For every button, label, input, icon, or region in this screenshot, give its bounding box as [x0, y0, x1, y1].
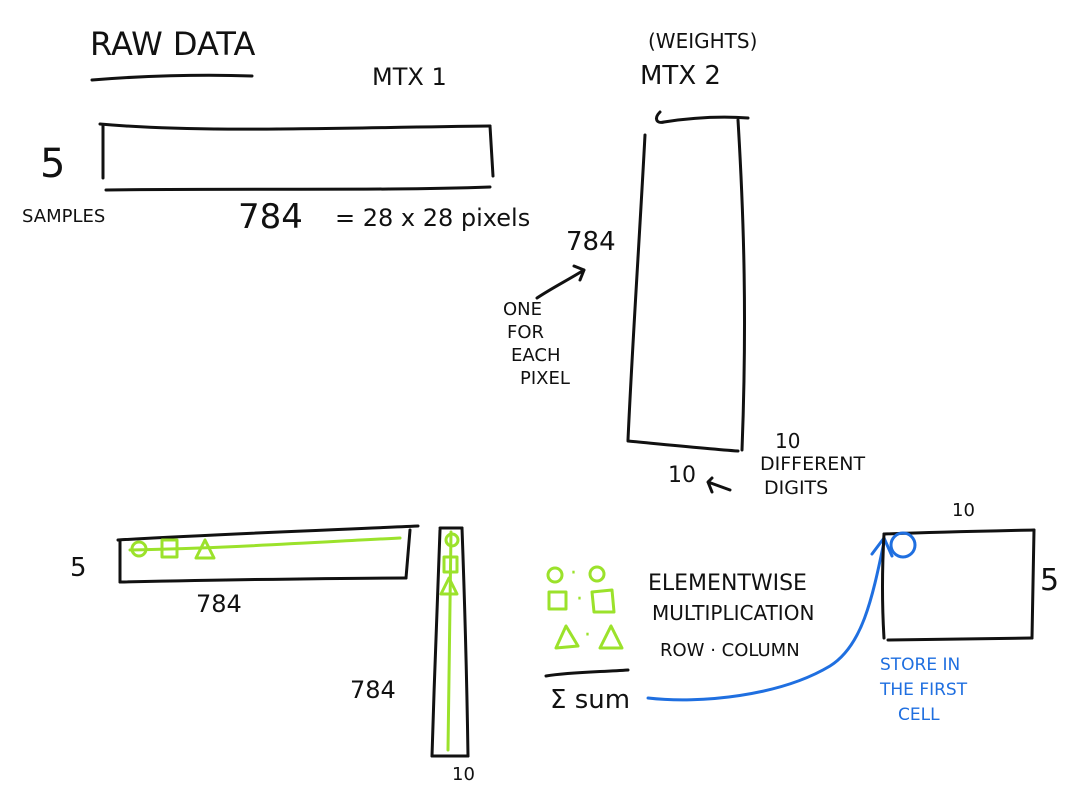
mtx2-rows-count: 784 — [566, 227, 616, 257]
svg-text:DIGITS: DIGITS — [764, 477, 828, 499]
different-digits-note: 10 DIFFERENT DIGITS — [760, 429, 866, 499]
svg-text:10: 10 — [775, 429, 800, 453]
row-scan-line — [128, 536, 402, 552]
svg-text:THE FIRST: THE FIRST — [879, 680, 968, 700]
svg-text:EACH: EACH — [511, 345, 560, 366]
elementwise-legend: · · · — [546, 561, 624, 650]
mtx1-matrix — [98, 122, 495, 192]
store-note: STORE IN THE FIRST CELL — [879, 655, 968, 725]
mtx2-label: MTX 2 — [640, 61, 721, 91]
sum-separator — [544, 668, 630, 678]
store-arrow — [646, 540, 886, 702]
svg-text:DIFFERENT: DIFFERENT — [760, 453, 866, 475]
svg-text:MULTIPLICATION: MULTIPLICATION — [652, 601, 814, 625]
svg-text:FOR: FOR — [507, 322, 544, 343]
result-cols-count: 10 — [952, 500, 975, 521]
column-scan-line — [446, 530, 453, 752]
legend-dot-2: · — [576, 587, 583, 612]
row-circle-shape — [130, 540, 148, 558]
one-for-each-pixel-note: ONE FOR EACH PIXEL — [503, 299, 570, 389]
svg-text:ROW · COLUMN: ROW · COLUMN — [660, 640, 800, 661]
mtx2-matrix — [626, 110, 750, 453]
column-matrix-rows-count: 784 — [350, 676, 396, 704]
row-square-shape — [160, 538, 179, 559]
raw-data-title: RAW DATA — [90, 25, 255, 63]
column-circle-shape — [444, 532, 460, 548]
mtx1-label: MTX 1 — [372, 63, 447, 91]
sum-label: Σ sum — [550, 685, 630, 715]
pixels-formula: = 28 x 28 pixels — [335, 204, 530, 232]
legend-circle-a — [546, 566, 564, 584]
svg-text:STORE IN: STORE IN — [880, 655, 960, 675]
elementwise-description: ELEMENTWISE MULTIPLICATION ROW · COLUMN — [648, 571, 814, 661]
row-triangle-shape — [194, 538, 216, 560]
legend-triangle-a — [554, 624, 580, 650]
legend-circle-b — [588, 565, 606, 583]
svg-text:ONE: ONE — [503, 299, 542, 320]
row-matrix — [116, 524, 420, 584]
row-matrix-cols-count: 784 — [196, 590, 242, 618]
column-matrix — [430, 526, 470, 758]
legend-triangle-b — [598, 624, 624, 650]
result-matrix — [881, 528, 1036, 642]
result-first-cell-marker — [889, 531, 917, 559]
mtx2-cols-count: 10 — [668, 463, 696, 488]
mtx1-rows-count: 5 — [40, 141, 65, 187]
column-triangle-shape — [439, 576, 459, 596]
result-rows-count: 5 — [1040, 563, 1059, 598]
legend-square-a — [547, 590, 568, 611]
legend-dot-3: · — [584, 623, 591, 648]
cols-arrow — [706, 476, 732, 494]
row-matrix-rows-count: 5 — [70, 553, 87, 583]
mtx1-cols-count: 784 — [238, 197, 303, 237]
legend-square-b — [590, 588, 616, 614]
weights-label: (WEIGHTS) — [648, 29, 757, 53]
pixel-arrow — [535, 264, 586, 300]
samples-label: SAMPLES — [22, 206, 105, 227]
column-square-shape — [442, 555, 459, 574]
svg-text:CELL: CELL — [898, 705, 940, 725]
legend-dot-1: · — [570, 561, 577, 586]
svg-text:ELEMENTWISE: ELEMENTWISE — [648, 571, 807, 596]
raw-data-title-underline — [90, 73, 254, 82]
svg-text:PIXEL: PIXEL — [520, 368, 570, 389]
column-matrix-cols-count: 10 — [452, 764, 475, 785]
